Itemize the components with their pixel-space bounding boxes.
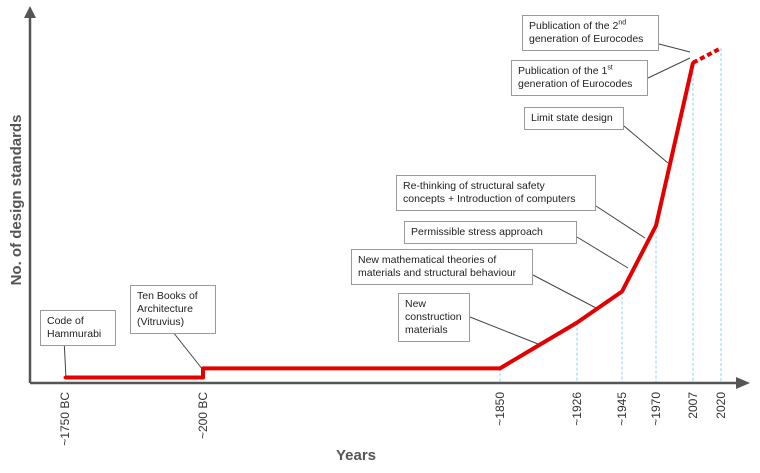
annotation-line: construction: [405, 311, 462, 323]
series-main-line: [65, 62, 695, 380]
x-tick-label: ~1750 BC: [58, 392, 72, 446]
annotation-line: Limit state design: [531, 112, 613, 124]
annotation-line: (Vitruvius): [137, 316, 185, 328]
x-tick-label: ~1945: [615, 392, 629, 426]
series-point: [201, 366, 205, 370]
annotation-line: materials: [405, 324, 448, 336]
annotation-leader-lines: [63, 43, 691, 379]
annotation-superscript: st: [607, 64, 613, 72]
annotation-euro1: Publication of the 1st generation of Euro…: [511, 60, 648, 96]
series-point: [201, 376, 205, 380]
annotation-line: generation of Eurocodes: [529, 33, 644, 45]
series-point: [620, 290, 624, 293]
x-tick-label: ~1970: [649, 392, 663, 426]
y-axis-title: No. of design standards: [8, 115, 25, 286]
annotation-vitruvius: Ten Books of Architecture (Vitruvius): [130, 285, 216, 334]
leader-line: [576, 236, 629, 269]
annotation-superscript: nd: [618, 19, 627, 27]
x-tick-label: ~1926: [570, 392, 584, 426]
annotation-limit-state: Limit state design: [524, 107, 624, 130]
leader-line: [647, 57, 691, 79]
annotation-math-theories: New mathematical theories of materials an…: [351, 249, 533, 285]
annotation-text: Publication of the 1: [518, 65, 608, 77]
annotation-line: Permissible stress approach: [411, 226, 543, 238]
x-axis-arrowhead: [736, 377, 750, 389]
x-tick-label: 2020: [714, 392, 728, 419]
series-line: [63, 46, 722, 380]
annotation-line: New mathematical theories of: [358, 254, 497, 266]
annotation-line: materials and structural behaviour: [358, 267, 517, 279]
y-axis-arrowhead: [24, 6, 36, 18]
leader-line: [532, 274, 599, 310]
x-axis-title: Years: [336, 447, 376, 464]
x-tick-labels: ~1750 BC ~200 BC ~1850 ~1926 ~1945 ~1970 2007 2…: [58, 392, 728, 446]
series-point: [63, 376, 67, 380]
annotation-line: Re-thinking of structural safety: [403, 180, 545, 192]
x-tick-label: 2007: [686, 392, 700, 419]
annotation-new-materials: New construction materials: [398, 293, 470, 342]
annotation-line: Ten Books of: [137, 290, 198, 302]
leader-line: [172, 331, 204, 371]
leader-line: [658, 43, 691, 53]
annotation-text: Publication of the 2: [529, 20, 619, 32]
x-tick-label: ~1850: [493, 392, 507, 426]
leader-line: [469, 316, 539, 345]
leader-line: [623, 125, 669, 164]
leader-line: [595, 205, 646, 239]
year-guide-lines: [499, 48, 722, 383]
annotation-line: Publication of the 1st: [518, 65, 641, 78]
annotation-line: Code of: [47, 315, 84, 327]
annotation-line: Publication of the 2nd: [529, 20, 652, 33]
annotation-line: New: [405, 298, 427, 310]
series-point: [575, 321, 579, 325]
annotation-line: Architecture: [137, 303, 194, 315]
series-projection-line: [692, 46, 722, 65]
annotation-euro2: Publication of the 2nd generation of Euro…: [522, 15, 659, 51]
annotation-rethinking: Re-thinking of structural safety concepts…: [396, 175, 596, 211]
annotation-permissible: Permissible stress approach: [404, 221, 577, 244]
annotation-line: generation of Eurocodes: [518, 78, 633, 90]
annotation-hammurabi: Code of Hammurabi: [40, 310, 116, 346]
series-point: [498, 366, 502, 370]
x-tick-label: ~200 BC: [196, 392, 210, 439]
annotation-line: Hammurabi: [47, 328, 102, 340]
axes: [24, 6, 750, 389]
annotation-line: concepts + Introduction of computers: [403, 193, 576, 205]
series-point: [654, 224, 658, 228]
